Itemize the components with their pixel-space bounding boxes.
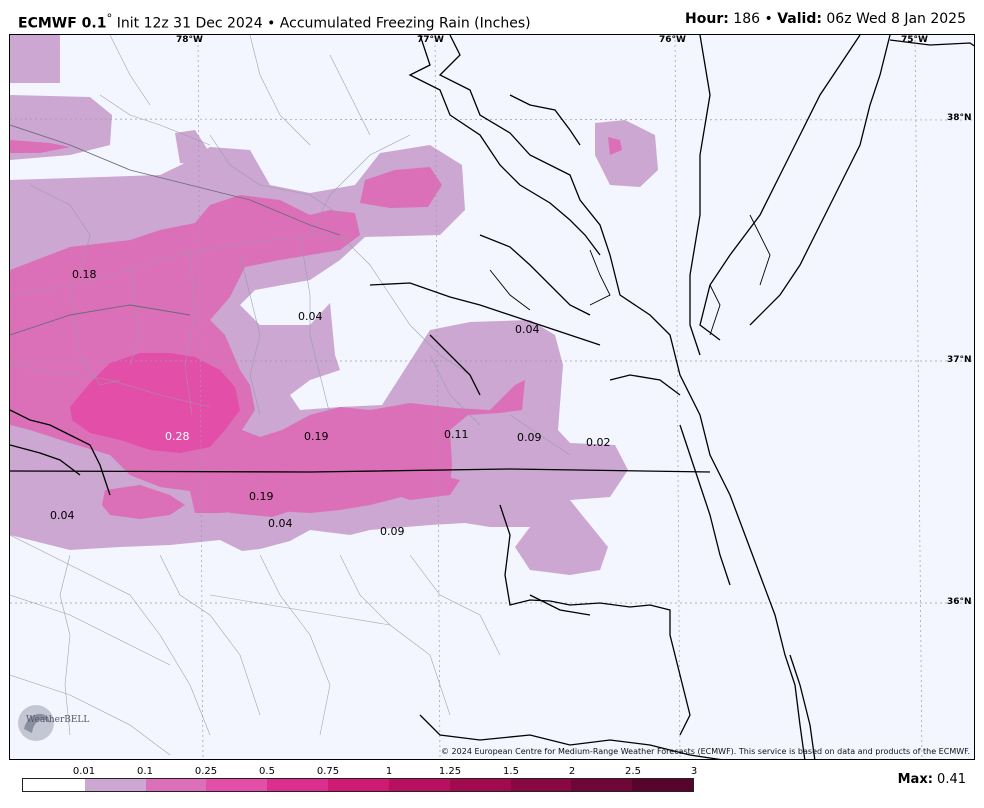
legend-tick-label: 1.5 (503, 766, 519, 777)
legend-swatch (571, 779, 633, 791)
contour-label: 0.04 (50, 509, 75, 522)
lon-label-78: 78°W (176, 35, 203, 45)
legend-swatch (510, 779, 572, 791)
weatherbell-logo: WeatherBELL (14, 699, 100, 745)
legend-swatch (449, 779, 511, 791)
max-value: Max: 0.41 (898, 772, 966, 787)
lon-label-76: 76°W (659, 35, 686, 45)
hour-label: Hour: (685, 11, 729, 27)
map-canvas (10, 35, 974, 759)
legend-swatch (267, 779, 329, 791)
contour-label: 0.09 (517, 431, 542, 444)
legend-tick-label: 0.75 (316, 766, 340, 777)
degree-symbol: ° (106, 11, 113, 25)
valid-label: Valid: (777, 11, 822, 27)
contour-label: 0.28 (165, 430, 190, 443)
max-number: 0.41 (937, 772, 966, 787)
legend-swatch (632, 779, 693, 791)
contour-label: 0.19 (249, 490, 274, 503)
graticule (10, 35, 974, 759)
init-text: Init 12z 31 Dec 2024 (116, 15, 263, 32)
legend-swatch (206, 779, 268, 791)
legend-swatch (84, 779, 146, 791)
contour-label: 0.04 (298, 310, 323, 323)
lat-label-38: 38°N (947, 113, 972, 123)
legend-swatch (145, 779, 207, 791)
contour-label: 0.09 (380, 525, 405, 538)
lat-label-36: 36°N (947, 597, 972, 607)
shading-dark (70, 353, 240, 453)
lat-label-37: 37°N (947, 355, 972, 365)
legend-tick-label: 2.5 (625, 766, 641, 777)
map-panel[interactable]: 78°W 77°W 76°W 75°W 38°N 37°N 36°N 0.18 … (9, 34, 975, 760)
contour-label: 0.04 (268, 517, 293, 530)
contour-label: 0.19 (304, 430, 329, 443)
header-title: ECMWF 0.1° Init 12z 31 Dec 2024 • Accumu… (18, 11, 531, 32)
legend-tick-label: 2 (568, 766, 576, 777)
legend-swatch (23, 779, 85, 791)
logo-swirl-icon (18, 705, 54, 741)
coastline (10, 35, 974, 759)
lon-label-75: 75°W (901, 35, 928, 45)
state-lines (10, 124, 341, 336)
header-bar: ECMWF 0.1° Init 12z 31 Dec 2024 • Accumu… (0, 0, 984, 34)
valid-value: 06z Wed 8 Jan 2025 (826, 11, 966, 27)
legend-tick-label: 0.5 (259, 766, 275, 777)
contour-label: 0.11 (444, 428, 469, 441)
header-bullet-2: • (764, 11, 773, 27)
county-lines (10, 35, 571, 756)
va-nc-border (10, 468, 711, 473)
legend-tick-label: 3 (690, 766, 698, 777)
lon-label-77: 77°W (417, 35, 444, 45)
hour-value: 186 (733, 11, 761, 27)
product-name: Accumulated Freezing Rain (Inches) (279, 15, 531, 32)
rivers (489, 214, 771, 336)
legend-tick-label: 1.25 (438, 766, 462, 777)
legend-swatch (388, 779, 450, 791)
model-name: ECMWF 0.1 (18, 15, 107, 32)
ecmwf-credit: © 2024 European Centre for Medium-Range … (441, 747, 970, 756)
color-legend: 0.01 0.1 0.25 0.5 0.75 1 1.25 1.5 2 2.5 3 (22, 762, 702, 794)
legend-tick-label: 0.1 (137, 766, 153, 777)
logo-text: WeatherBELL (26, 715, 90, 725)
max-label: Max: (897, 772, 933, 787)
contour-label: 0.02 (586, 436, 611, 449)
legend-tick-label: 1 (385, 766, 393, 777)
header-bullet: • (267, 15, 276, 32)
header-valid: Hour: 186 • Valid: 06z Wed 8 Jan 2025 (685, 11, 966, 27)
legend-tick-label: 0.01 (72, 766, 96, 777)
contour-label: 0.04 (515, 323, 540, 336)
legend-tick-label: 0.25 (194, 766, 218, 777)
legend-swatch (328, 779, 389, 791)
contour-label: 0.18 (72, 268, 97, 281)
legend-ramp (22, 778, 694, 792)
